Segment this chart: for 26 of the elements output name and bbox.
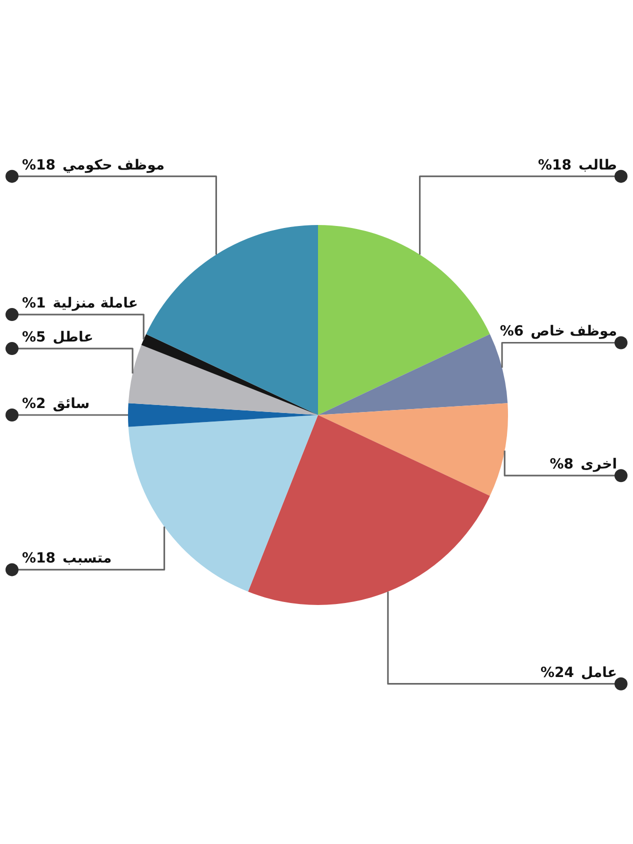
data-label: %18 (538, 157, 572, 174)
pie-slice (318, 334, 508, 415)
data-label: %24 (540, 664, 574, 681)
slice-label: سائق (52, 396, 90, 412)
data-label: %5 (22, 330, 46, 346)
slice-label: موظف حكومي (62, 157, 165, 174)
data-label: %18 (22, 550, 56, 567)
slice-label: عاملة منزلية (52, 296, 138, 312)
pie-slice (318, 225, 490, 415)
slice-label: اخرى (580, 456, 617, 473)
slice-label: موظف خاص (530, 324, 617, 340)
data-label: %8 (550, 456, 574, 473)
data-label: %2 (22, 396, 46, 412)
slice-label: متسبب (62, 550, 112, 567)
slice-label: طالب (578, 157, 617, 174)
pie-slice (141, 334, 318, 415)
slice-label: عامل (581, 664, 617, 681)
slice-label: عاطل (52, 330, 94, 346)
data-label: %6 (500, 324, 524, 340)
pie-slice (128, 415, 318, 592)
pie-slice (318, 403, 508, 496)
data-label: %18 (22, 157, 56, 174)
pie-slice (146, 225, 318, 415)
data-label: %1 (22, 296, 46, 312)
pie-slice (248, 415, 490, 605)
pie-slice (128, 345, 318, 415)
